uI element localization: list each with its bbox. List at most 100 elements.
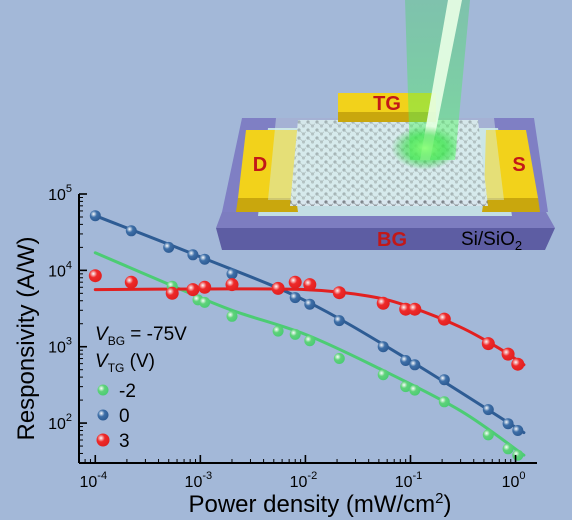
y-tick-label-exponent: 5	[66, 183, 72, 195]
data-point-series-0-6	[304, 335, 316, 347]
legend-condition-rest: = -75V	[125, 324, 187, 345]
data-point-series-0-5	[289, 328, 301, 340]
data-point-series-1-8	[304, 298, 316, 310]
y-tick-label-exponent: 2	[66, 412, 72, 424]
data-point-series-2-10	[376, 296, 390, 310]
data-point-series-2-9	[332, 286, 346, 300]
device-schematic-inset: TG D S BG Si/SiO2	[216, 0, 555, 253]
x-tick-label-2: 10-2	[290, 470, 318, 491]
data-point-series-1-1	[125, 225, 137, 237]
data-point-series-1-4	[199, 253, 211, 265]
data-point-series-1-10	[377, 341, 389, 353]
legend-label-2: 3	[119, 431, 130, 452]
data-point-series-2-1	[124, 275, 138, 289]
data-point-series-1-16	[512, 425, 524, 436]
y-tick-label-base: 10	[48, 416, 66, 433]
x-tick-label-exponent: -2	[307, 470, 317, 482]
legend-marker-1	[97, 409, 109, 421]
data-point-series-1-7	[289, 292, 301, 304]
substrate-label-sub: 2	[515, 238, 522, 253]
data-point-series-2-14	[481, 337, 495, 351]
substrate-label: Si/SiO2	[461, 229, 522, 253]
y-tick-label-base: 10	[48, 340, 66, 357]
y-tick-label-base: 10	[48, 187, 66, 204]
legend-condition-symbol: V	[95, 351, 110, 372]
x-tick-label-0: 10-4	[79, 470, 107, 491]
legend-condition-1: VTG (V)	[95, 351, 155, 375]
data-point-series-2-4	[198, 280, 212, 294]
legend-condition-subscript: BG	[108, 334, 125, 348]
data-point-series-1-2	[163, 241, 175, 253]
data-point-series-2-7	[288, 275, 302, 289]
data-point-series-2-16	[511, 357, 525, 371]
x-tick-label-base: 10	[290, 474, 308, 491]
source-electrode	[484, 130, 538, 198]
data-point-series-1-14	[482, 404, 494, 416]
back-gate-substrate	[216, 228, 555, 250]
x-tick-label-3: 10-1	[395, 470, 423, 491]
data-point-series-1-9	[333, 315, 345, 327]
legend-label-0: -2	[119, 381, 136, 402]
source-electrode-side	[482, 198, 540, 212]
data-point-series-0-2	[199, 296, 211, 308]
x-axis-title-close: )	[444, 491, 452, 518]
data-point-series-0-14	[512, 449, 524, 461]
x-tick-label-base: 10	[185, 474, 203, 491]
back-gate-label: BG	[377, 229, 407, 251]
x-tick-label-exponent: -1	[412, 470, 422, 482]
drain-label: D	[253, 154, 267, 176]
data-point-series-2-3	[186, 283, 200, 297]
data-point-series-0-3	[226, 310, 238, 322]
x-tick-label-4: 100	[502, 470, 526, 491]
legend-marker-2	[96, 433, 110, 447]
data-point-series-1-5	[226, 268, 238, 280]
substrate-label-main: Si/SiO	[461, 229, 515, 250]
legend-condition-0: VBG = -75V	[95, 324, 187, 348]
data-point-series-0-11	[438, 396, 450, 408]
data-point-series-0-9	[400, 381, 412, 393]
data-point-series-0-7	[333, 353, 345, 364]
x-axis-title: Power density (mW/cm2)	[188, 490, 451, 518]
data-point-series-0-10	[409, 384, 421, 396]
source-label: S	[512, 154, 525, 176]
y-tick-label-3: 105	[48, 183, 72, 204]
data-point-series-2-13	[437, 312, 451, 326]
x-tick-label-exponent: -3	[202, 470, 212, 482]
drain-electrode	[238, 130, 300, 198]
y-tick-label-1: 103	[48, 336, 72, 357]
data-point-series-2-0	[88, 269, 102, 283]
y-axis-title: Responsivity (A/W)	[13, 236, 40, 440]
data-point-series-0-13	[502, 443, 514, 455]
legend-marker-0	[97, 384, 109, 396]
data-point-series-1-15	[502, 418, 514, 430]
x-axis-title-sup: 2	[435, 490, 443, 507]
x-tick-label-base: 10	[79, 474, 97, 491]
laser-beam	[391, 0, 470, 170]
legend-label-1: 0	[119, 406, 130, 427]
data-point-series-1-13	[438, 374, 450, 386]
x-tick-label-base: 10	[395, 474, 413, 491]
x-tick-label-exponent: 0	[519, 470, 525, 482]
data-point-series-2-11	[399, 302, 413, 316]
x-tick-label-exponent: -4	[97, 470, 107, 482]
y-tick-label-exponent: 3	[66, 336, 72, 348]
data-point-series-2-8	[303, 278, 317, 292]
data-point-series-2-6	[271, 281, 285, 295]
data-point-series-0-8	[377, 369, 389, 381]
y-tick-label-exponent: 4	[66, 259, 72, 271]
y-tick-label-base: 10	[48, 263, 66, 280]
data-point-series-1-11	[400, 355, 412, 366]
top-gate-label: TG	[373, 93, 401, 115]
data-point-series-2-12	[408, 302, 422, 316]
data-points	[88, 210, 525, 461]
data-point-series-0-12	[482, 429, 494, 441]
data-point-series-1-0	[89, 210, 101, 222]
data-point-series-1-12	[409, 359, 421, 371]
legend-condition-rest: (V)	[124, 351, 155, 372]
data-point-series-2-2	[165, 286, 179, 300]
data-point-series-0-4	[272, 325, 284, 337]
